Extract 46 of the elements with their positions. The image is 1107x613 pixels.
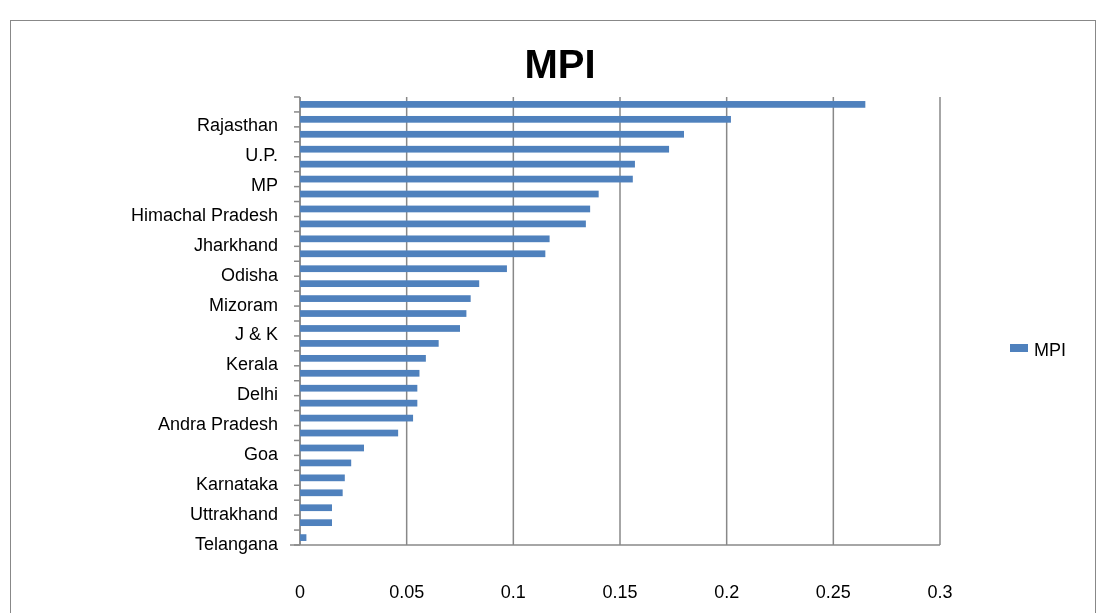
x-tick-label: 0.2 [714,582,740,602]
y-tick-label: U.P. [245,145,278,166]
y-tick-label: Karnataka [195,473,279,494]
bar [300,280,480,288]
x-tick-label: 0.25 [815,582,851,602]
chart-title: MPI [524,42,596,86]
bar [300,265,507,273]
bar [300,145,670,153]
y-tick-label: Goa [243,443,279,464]
bar [300,489,343,497]
bar [300,399,418,407]
bar [300,474,345,482]
y-tick-label: Andra Pradesh [157,414,278,435]
bar [300,340,439,347]
y-tick-label: Uttrakhand [189,503,278,524]
bar [300,519,332,527]
x-tick-label: 0 [294,582,306,602]
y-tick-label: Mizoram [208,294,278,315]
y-tick-label: Odisha [220,264,279,285]
x-tick-label: 0.15 [602,582,638,602]
x-tick-label: 0.3 [927,582,953,602]
bar [300,115,731,123]
y-tick-label: Himachal Pradesh [130,204,278,225]
y-tick-label: Delhi [236,384,278,405]
y-tick-label: J & K [234,324,278,345]
bar [300,325,460,332]
y-tick-label: Telangana [194,533,279,554]
bar [300,534,307,541]
bar [300,130,684,138]
y-tick-label: MP [251,175,278,196]
bar [300,369,420,377]
bar [300,310,467,317]
bar [300,160,635,168]
bar [300,504,332,512]
y-tick-label: Jharkhand [193,234,278,255]
y-tick-label: Kerala [225,354,279,375]
bar [300,354,426,362]
x-tick-label: 0.05 [389,582,425,602]
bar [300,250,546,258]
bar [300,235,550,243]
legend-label: MPI [1034,340,1067,360]
bar [300,384,418,392]
x-tick-label: 0.1 [500,582,526,602]
y-tick-label: Rajasthan [196,115,278,136]
bar [300,295,471,302]
bar [300,101,866,108]
